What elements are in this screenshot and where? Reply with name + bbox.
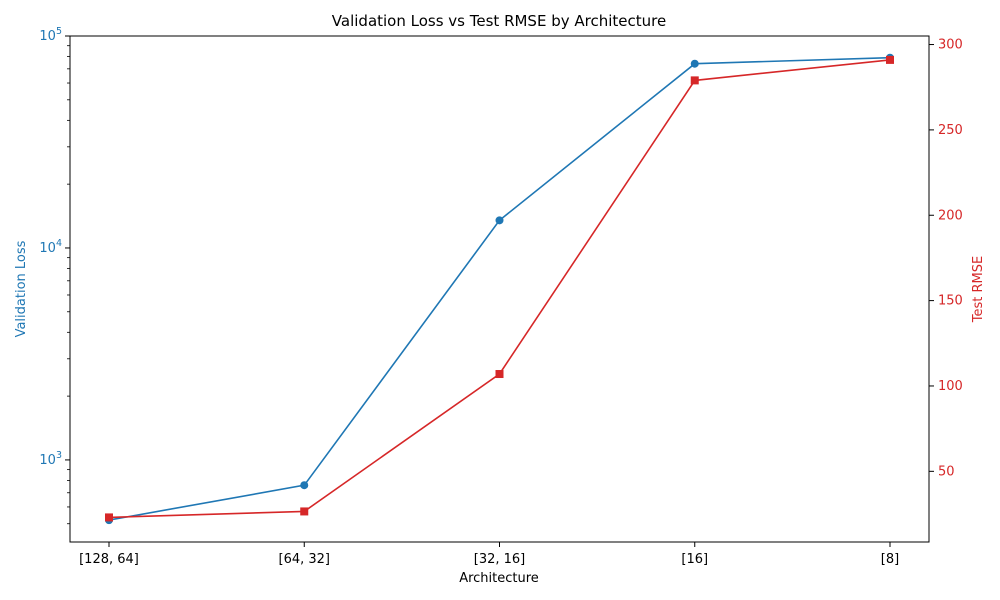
y-axis-left-label: Validation Loss — [14, 240, 29, 337]
y-right-tick-label: 300 — [938, 38, 963, 53]
test-rmse-point — [105, 513, 113, 522]
y-right-tick-label: 100 — [938, 379, 963, 394]
validation-loss-point — [300, 481, 309, 490]
y-left-tick-label: 104 — [39, 238, 62, 256]
validation-loss-point — [690, 59, 699, 68]
x-axis-label: Architecture — [459, 571, 539, 586]
x-tick-label: [16] — [681, 552, 708, 567]
y-axis-right-label: Test RMSE — [971, 256, 986, 323]
test-rmse-point — [495, 370, 504, 379]
axes-group: [128, 64] [64, 32] [32, 16] [16] [8] 103 104 10… — [39, 26, 962, 567]
y-right-tick-label: 50 — [938, 464, 955, 479]
test-rmse-point — [690, 76, 699, 85]
y-right-tick-label: 250 — [938, 123, 963, 138]
plot-area — [105, 53, 894, 525]
test-rmse-point — [886, 55, 894, 64]
y-right-tick-label: 150 — [938, 294, 963, 309]
y-left-tick-label: 103 — [39, 450, 62, 468]
y-left-tick-label: 105 — [39, 26, 62, 44]
chart-title: Validation Loss vs Test RMSE by Architec… — [332, 12, 666, 30]
x-tick-label: [32, 16] — [474, 552, 526, 567]
y-right-tick-label: 200 — [938, 208, 963, 223]
test-rmse-point — [300, 507, 309, 516]
x-tick-label: [64, 32] — [279, 552, 331, 567]
x-tick-label: [128, 64] — [79, 552, 139, 567]
x-tick-label: [8] — [881, 552, 899, 567]
validation-loss-point — [495, 216, 504, 225]
